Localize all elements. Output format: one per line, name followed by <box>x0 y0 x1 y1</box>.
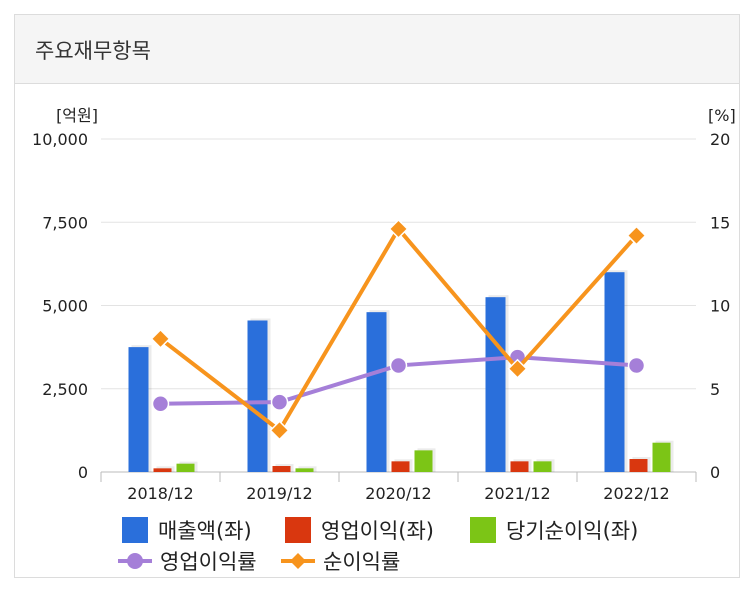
y-right-tick-label: 5 <box>710 380 720 399</box>
line-point <box>388 218 409 239</box>
line-point <box>627 356 646 375</box>
panel-title: 주요재무항목 <box>35 39 151 63</box>
line-point <box>507 358 528 379</box>
x-tick-label: 2020/12 <box>365 484 431 503</box>
legend-item: 당기순이익(좌) <box>470 517 638 543</box>
line-point <box>151 394 170 413</box>
y-left-tick-label: 2,500 <box>42 380 88 399</box>
bar <box>176 463 195 472</box>
axis-layer: 0 2,500 5,000 7,500 10,000 0 5 10 15 20 [억원] [%] 201… <box>32 106 736 503</box>
bar <box>366 312 387 472</box>
y-left-unit-label: [억원] <box>56 106 98 125</box>
legend-item: 순이익률 <box>281 550 400 574</box>
x-tick-label: 2022/12 <box>603 484 669 503</box>
y-right-tick-label: 10 <box>710 297 730 316</box>
bar-layer <box>128 270 674 472</box>
x-tick-label: 2018/12 <box>127 484 193 503</box>
legend-label: 영업이익률 <box>160 550 257 574</box>
line-point <box>150 328 171 349</box>
line-point <box>389 356 408 375</box>
bar <box>629 459 648 472</box>
bar <box>414 450 433 472</box>
legend: 매출액(좌) 영업이익(좌) 당기순이익(좌) 영업이익률 순이익률 <box>118 517 638 574</box>
legend-marker <box>127 553 143 569</box>
bar <box>533 461 552 472</box>
y-right-tick-label: 0 <box>710 463 720 482</box>
legend-label: 매출액(좌) <box>158 519 252 543</box>
bar <box>510 461 529 472</box>
bar <box>295 468 314 472</box>
line-layer <box>150 218 647 441</box>
x-tick-label: 2021/12 <box>484 484 550 503</box>
bar <box>485 297 506 472</box>
legend-item: 영업이익(좌) <box>285 517 434 543</box>
legend-swatch <box>285 517 311 543</box>
series-line <box>159 226 638 433</box>
legend-label: 당기순이익(좌) <box>506 519 638 543</box>
line-point <box>270 393 289 411</box>
y-left-tick-label: 5,000 <box>42 297 88 316</box>
y-left-tick-label: 10,000 <box>32 130 88 149</box>
y-right-tick-label: 15 <box>710 213 730 232</box>
y-right-tick-label: 20 <box>710 130 730 149</box>
bar <box>272 466 291 472</box>
y-right-unit-label: [%] <box>708 106 736 125</box>
y-left-tick-label: 7,500 <box>42 213 88 232</box>
line-point <box>626 225 647 246</box>
bar <box>153 468 172 472</box>
legend-item: 영업이익률 <box>118 550 257 574</box>
bar <box>247 320 268 472</box>
bar <box>391 461 410 472</box>
legend-swatch <box>122 517 148 543</box>
legend-item: 매출액(좌) <box>122 517 252 543</box>
y-left-tick-label: 0 <box>78 463 88 482</box>
bar <box>128 347 149 472</box>
panel-header: 주요재무항목 <box>15 15 739 84</box>
x-tick-label: 2019/12 <box>246 484 312 503</box>
legend-label: 영업이익(좌) <box>321 519 434 543</box>
legend-marker <box>290 553 306 569</box>
line-point <box>269 420 290 441</box>
bar <box>604 272 625 472</box>
legend-label: 순이익률 <box>323 550 400 574</box>
bar <box>652 442 671 472</box>
legend-swatch <box>470 517 496 543</box>
